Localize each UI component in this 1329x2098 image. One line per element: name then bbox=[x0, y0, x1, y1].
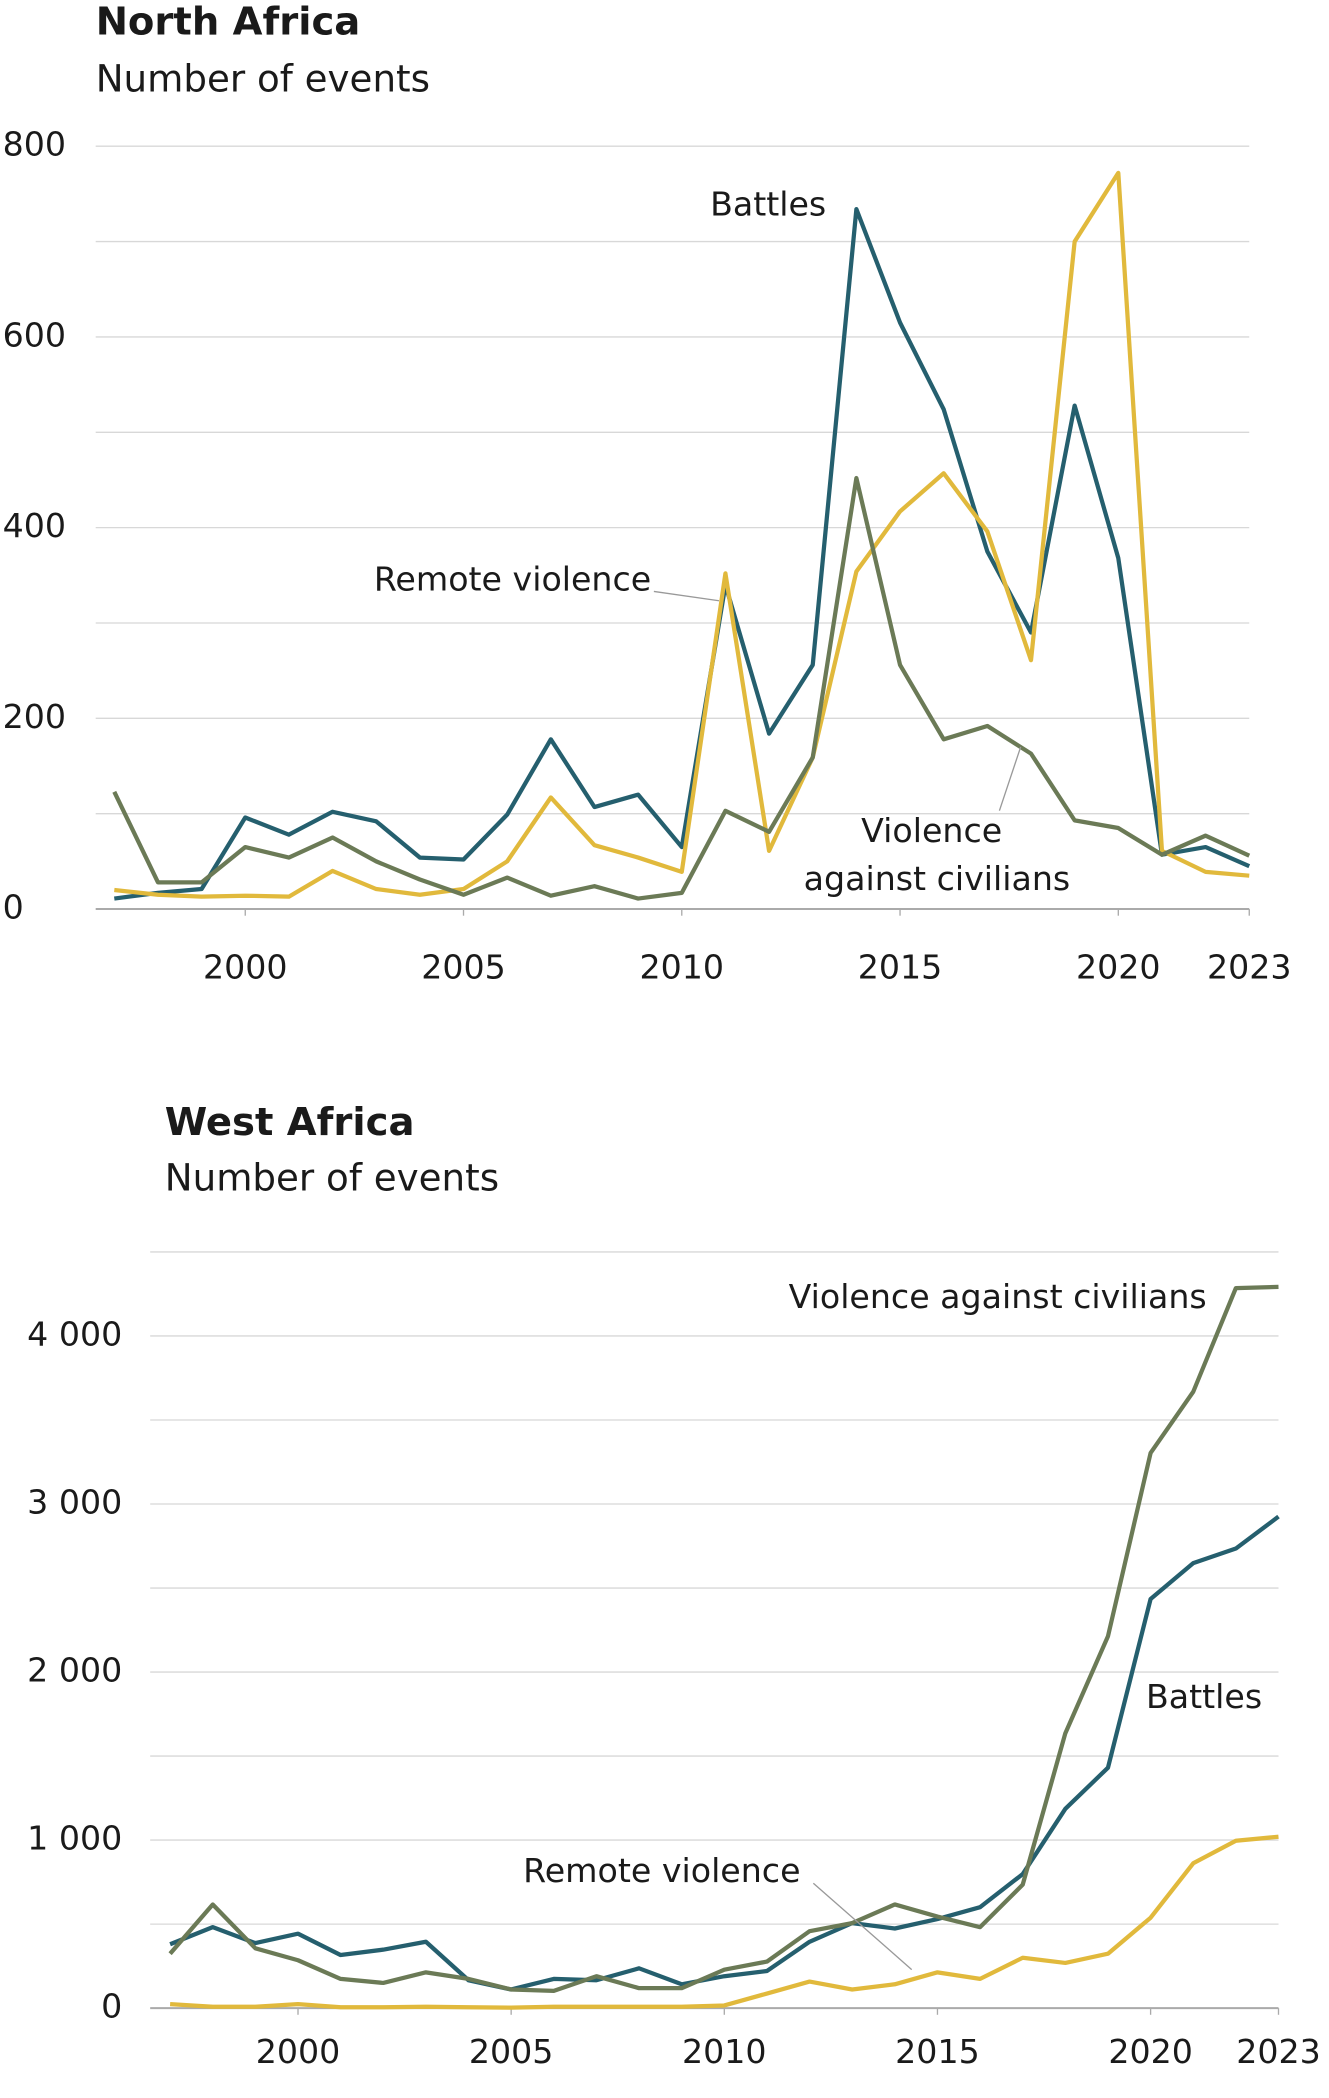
chart-subtitle: Number of events bbox=[96, 57, 430, 101]
y-tick-label: 200 bbox=[3, 697, 66, 736]
series-label: Violence against civilians bbox=[789, 1277, 1207, 1316]
leader-line bbox=[998, 746, 1022, 811]
chart-title: North Africa bbox=[96, 0, 361, 44]
chart-title: West Africa bbox=[165, 1100, 415, 1145]
y-tick-label: 3 000 bbox=[27, 1483, 122, 1522]
y-tick-label: 400 bbox=[3, 506, 66, 545]
x-tick-label: 2005 bbox=[421, 947, 506, 986]
series-label: Remote violence bbox=[523, 1851, 800, 1890]
series-line bbox=[114, 207, 1251, 901]
y-tick-label: 800 bbox=[3, 125, 66, 164]
chart-subtitle: Number of events bbox=[165, 1156, 499, 1200]
series-line bbox=[114, 170, 1250, 899]
series-label: Battles bbox=[710, 185, 826, 224]
x-tick-label: 2010 bbox=[682, 2032, 767, 2071]
label-line: against civilians bbox=[804, 858, 1071, 897]
series-label: Violence against civilians bbox=[804, 810, 1071, 897]
x-tick-label: 2015 bbox=[895, 2032, 980, 2071]
x-tick-label: 2020 bbox=[1076, 947, 1161, 986]
series-label: Remote violence bbox=[374, 559, 651, 598]
x-tick-label: 2015 bbox=[858, 947, 943, 986]
y-tick-label: 4 000 bbox=[27, 1314, 122, 1353]
leader-line bbox=[812, 1882, 913, 1971]
x-tick-label: 2000 bbox=[256, 2032, 341, 2071]
series-line bbox=[112, 475, 1251, 901]
x-tick-label: 2020 bbox=[1108, 2032, 1193, 2071]
x-tick-label: 2005 bbox=[469, 2032, 554, 2071]
series-line bbox=[168, 1284, 1279, 1993]
x-tick-label: 2000 bbox=[203, 947, 288, 986]
leader-line bbox=[653, 590, 720, 602]
series-line bbox=[169, 1514, 1280, 1992]
series-label: Battles bbox=[1146, 1677, 1262, 1716]
x-tick-label: 2023 bbox=[1207, 947, 1292, 986]
y-tick-label: 1 000 bbox=[27, 1819, 122, 1858]
y-tick-label: 0 bbox=[3, 888, 24, 927]
label-line: Violence bbox=[861, 810, 1013, 849]
x-tick-label: 2023 bbox=[1236, 2032, 1321, 2071]
y-tick-label: 0 bbox=[101, 1987, 122, 2026]
y-tick-label: 2 000 bbox=[27, 1651, 122, 1690]
y-tick-label: 600 bbox=[3, 315, 66, 354]
series-line bbox=[169, 1834, 1279, 2010]
x-tick-label: 2010 bbox=[640, 947, 725, 986]
